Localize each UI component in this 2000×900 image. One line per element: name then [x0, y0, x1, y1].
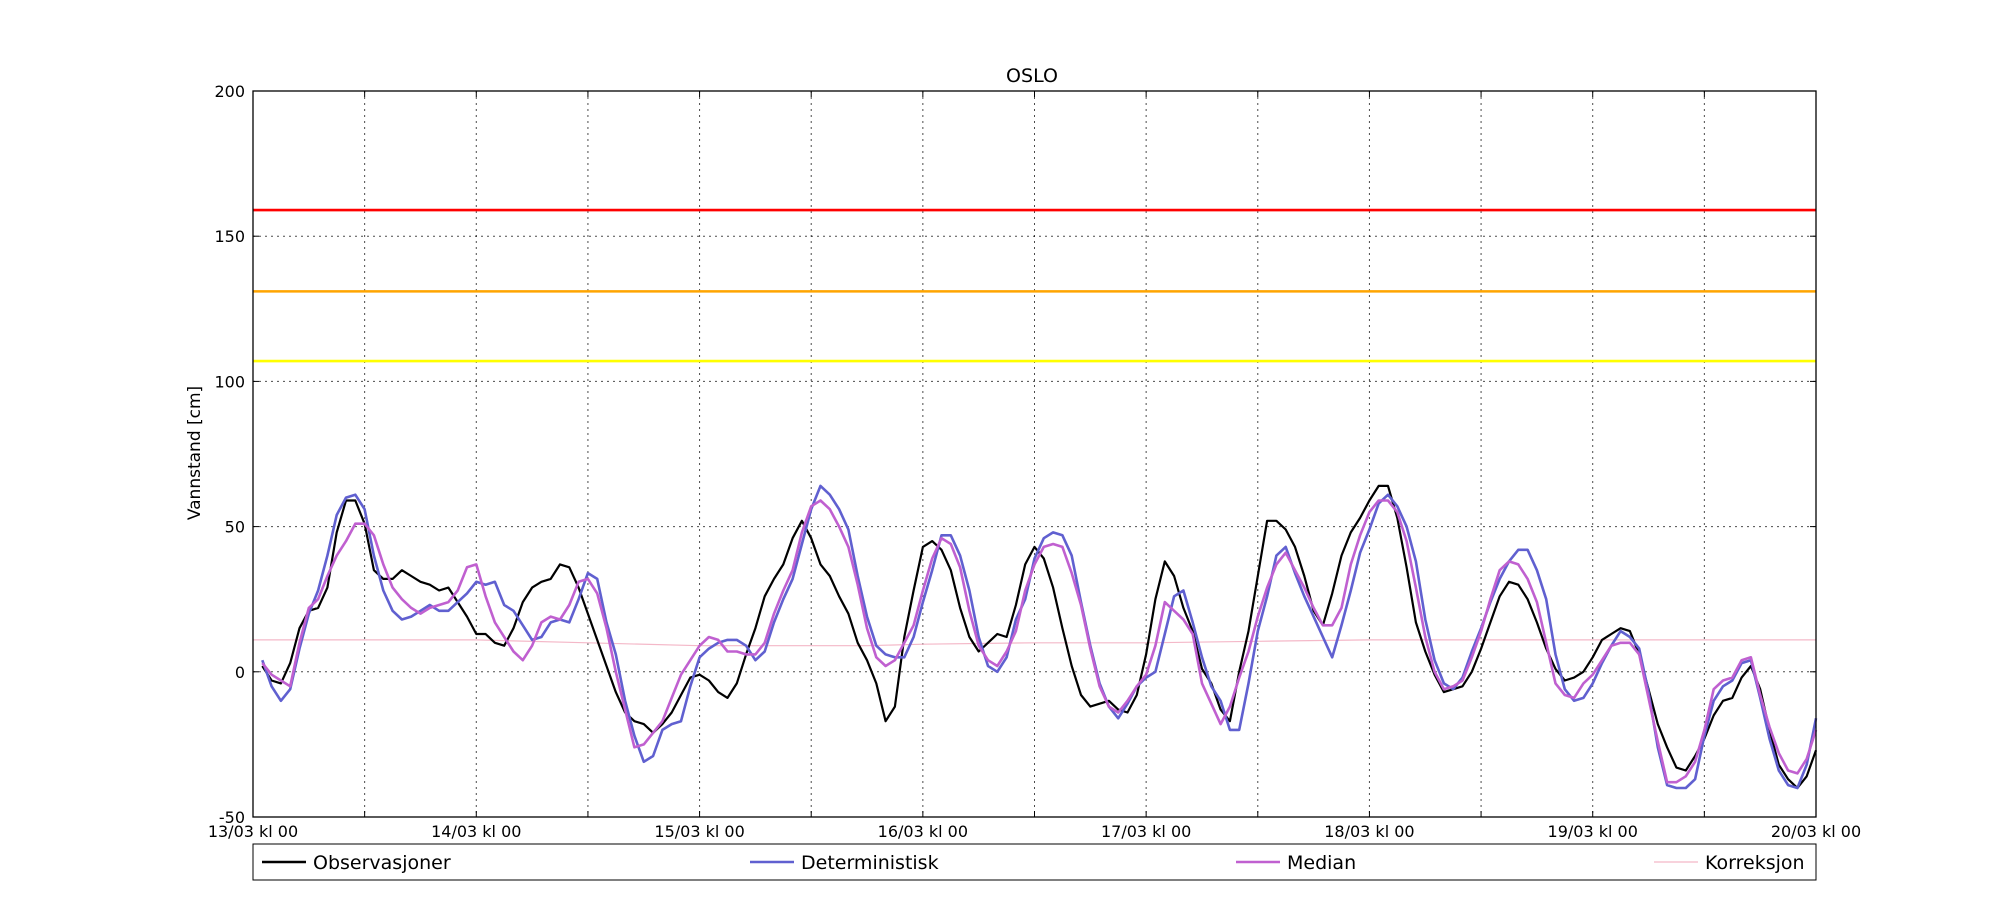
x-tick-label: 20/03 kl 00	[1771, 822, 1861, 841]
x-tick-label: 13/03 kl 00	[208, 822, 298, 841]
grid-layer	[253, 91, 1816, 817]
series-line-observasjoner	[261, 484, 1818, 790]
x-tick-label: 16/03 kl 00	[878, 822, 968, 841]
legend-entries: Observasjoner Deterministisk Median Korreks…	[262, 852, 1805, 874]
x-tick-label: 18/03 kl 00	[1324, 822, 1414, 841]
tick-layer: -50 0 50 100 150 200 13/03 kl 00 14/03 kl 00 15/…	[208, 82, 1861, 841]
legend-label: Korreksjon	[1705, 852, 1805, 874]
x-tick-label: 14/03 kl 00	[431, 822, 521, 841]
x-tick-label: 15/03 kl 00	[654, 822, 744, 841]
legend-label: Observasjoner	[313, 852, 451, 874]
y-tick-label: 150	[214, 227, 245, 246]
y-tick-label: 50	[225, 518, 245, 537]
series-layer	[253, 484, 1818, 790]
legend-label: Deterministisk	[801, 852, 939, 874]
x-tick-label: 17/03 kl 00	[1101, 822, 1191, 841]
y-tick-label: 100	[214, 372, 245, 391]
y-tick-label: 200	[214, 82, 245, 101]
series-line-median	[261, 499, 1818, 784]
legend-box	[252, 843, 1817, 881]
y-tick-label: 0	[235, 663, 245, 682]
series-line-deterministisk	[261, 484, 1818, 790]
legend-label: Median	[1287, 852, 1356, 874]
threshold-layer	[253, 208, 1816, 363]
x-tick-label: 19/03 kl 00	[1548, 822, 1638, 841]
y-tick-label: -50	[219, 808, 245, 827]
y-axis-label: Vannstand [cm]	[185, 386, 205, 520]
chart-title: OSLO	[1006, 65, 1058, 87]
legend: Observasjoner Deterministisk Median Korreks…	[252, 843, 1817, 881]
